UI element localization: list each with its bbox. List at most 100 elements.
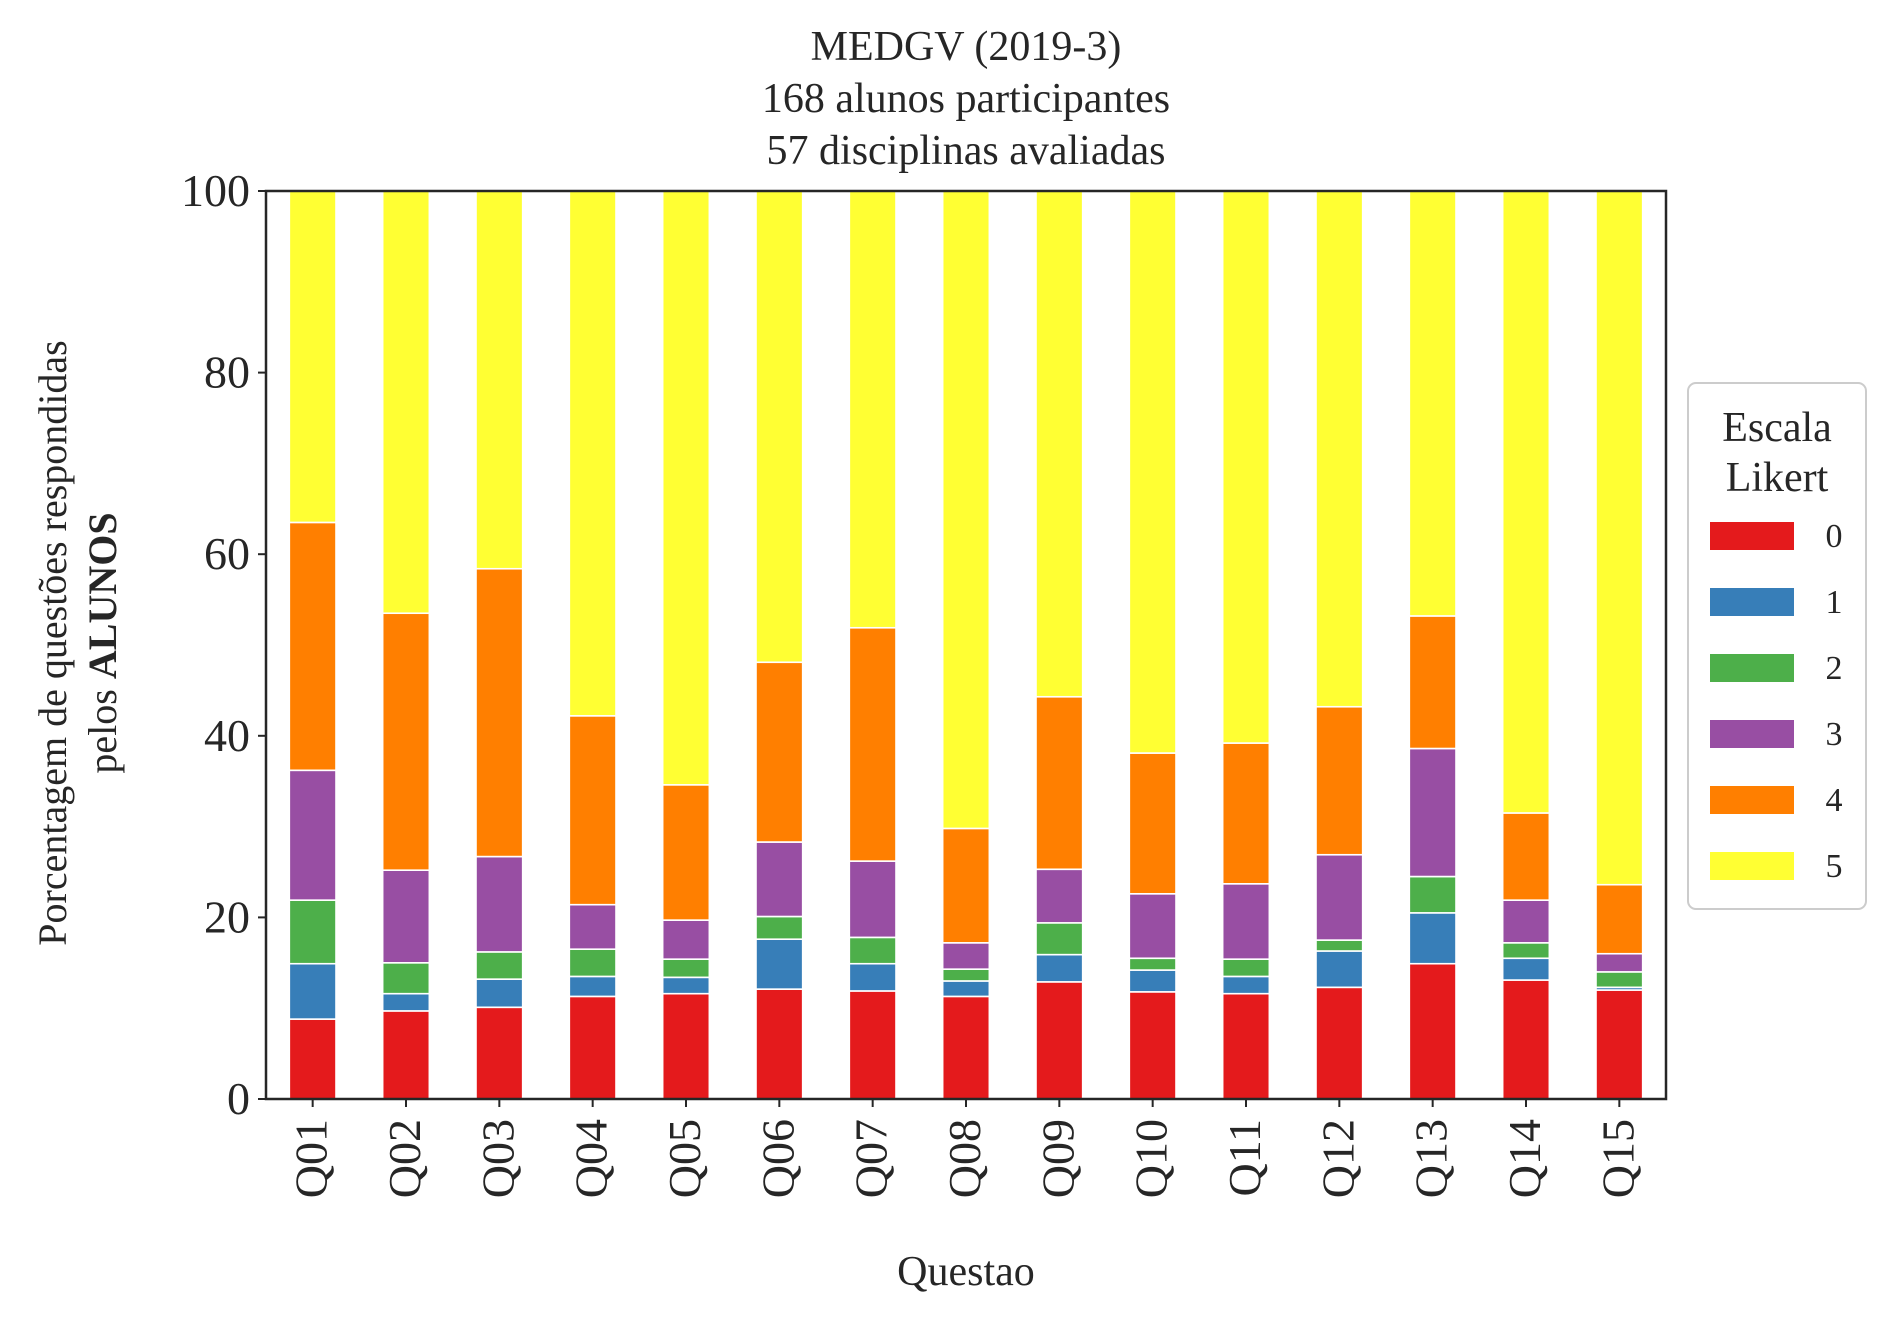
bar-q10-level-3 <box>1128 892 1177 960</box>
x-tick-label-q10: Q10 <box>1126 1119 1177 1198</box>
legend-swatch-0 <box>1710 522 1794 550</box>
bar-q14-level-4 <box>1501 812 1551 901</box>
bar-q03-level-2 <box>475 951 524 980</box>
bar-q13-level-0 <box>1408 962 1457 1100</box>
bar-q05-level-2 <box>661 958 711 979</box>
bar-q15-level-0 <box>1595 989 1644 1100</box>
bar-q02-level-4 <box>381 612 431 871</box>
bar-q14-level-1 <box>1501 957 1551 981</box>
x-tick-label-q12: Q12 <box>1312 1119 1363 1198</box>
bar-q12-level-0 <box>1315 986 1364 1100</box>
x-tick-label-q11: Q11 <box>1219 1119 1270 1197</box>
x-tick-label-q01: Q01 <box>286 1119 337 1198</box>
plot-frame <box>264 189 1668 1101</box>
legend-label-4: 4 <box>1826 782 1843 819</box>
bar-q01-level-3 <box>288 769 337 901</box>
legend-swatch-1 <box>1710 588 1794 616</box>
bar-q11-level-4 <box>1221 742 1271 885</box>
bar-q11-level-2 <box>1221 958 1271 978</box>
legend-label-0: 0 <box>1826 518 1843 555</box>
bar-q14-level-0 <box>1501 979 1551 1100</box>
y-tick-label-20: 20 <box>204 891 250 942</box>
bar-q13-level-1 <box>1408 912 1457 965</box>
chart-title-line-2: 168 alunos participantes <box>762 76 1170 122</box>
bar-q07-level-1 <box>848 962 897 992</box>
bar-q03-level-1 <box>475 978 524 1009</box>
bar-q06-level-5 <box>755 190 804 664</box>
x-tick-label-q04: Q04 <box>566 1119 617 1198</box>
bar-q09-level-0 <box>1035 981 1084 1100</box>
bar-q03-level-5 <box>475 190 524 570</box>
legend-label-5: 5 <box>1826 848 1843 885</box>
bar-q15-level-2 <box>1595 971 1644 989</box>
bar-q10-level-1 <box>1128 969 1177 993</box>
bar-q05-level-0 <box>661 992 711 1100</box>
bar-q09-level-4 <box>1035 695 1084 871</box>
bar-q11-level-0 <box>1221 992 1271 1100</box>
legend-title-line-1: Escala <box>1722 405 1832 451</box>
bar-q04-level-0 <box>568 995 617 1100</box>
legend-label-2: 2 <box>1826 650 1843 687</box>
bar-q06-level-1 <box>755 938 804 990</box>
bar-q07-level-2 <box>848 936 897 965</box>
legend-label-1: 1 <box>1826 584 1843 621</box>
bar-q02-level-1 <box>381 992 431 1012</box>
bar-q11-level-3 <box>1221 882 1271 960</box>
y-tick-label-0: 0 <box>227 1073 250 1124</box>
bar-q03-level-4 <box>475 567 524 858</box>
bar-q12-level-4 <box>1315 705 1364 856</box>
x-axis-label: Questao <box>897 1249 1035 1295</box>
bar-q15-level-5 <box>1595 190 1644 886</box>
bar-q13-level-3 <box>1408 747 1457 878</box>
y-axis-label-line-1: Porcentagem de questões respondidas <box>30 340 75 945</box>
bar-q08-level-1 <box>941 980 991 998</box>
bar-q08-level-4 <box>941 827 991 944</box>
y-tick-label-60: 60 <box>204 528 250 579</box>
y-tick-label-100: 100 <box>181 165 250 216</box>
bar-q01-level-1 <box>288 962 337 1020</box>
bar-q12-level-1 <box>1315 950 1364 989</box>
bar-q14-level-3 <box>1501 899 1551 944</box>
bar-q12-level-2 <box>1315 939 1364 952</box>
bar-q11-level-5 <box>1221 190 1271 744</box>
bar-q15-level-3 <box>1595 952 1644 973</box>
plot-area: Q01 Q02 Q03 Q04 Q05 Q06 Q07 Q08 Q09 Q10 Q11 Q12 Q13 Q… <box>181 165 1668 1198</box>
bar-q12-level-5 <box>1315 190 1364 708</box>
x-tick-label-q13: Q13 <box>1406 1119 1457 1198</box>
bar-q10-level-0 <box>1128 991 1177 1100</box>
bar-q07-level-0 <box>848 990 897 1100</box>
bar-q07-level-3 <box>848 860 897 939</box>
legend-box <box>1687 382 1867 910</box>
y-axis-label-bold: ALUNOS <box>80 512 125 679</box>
bar-q01-level-4 <box>288 521 337 772</box>
bar-q09-level-3 <box>1035 868 1084 924</box>
x-tick-label-q06: Q06 <box>752 1119 803 1198</box>
bar-q02-level-2 <box>381 961 431 995</box>
legend-swatch-5 <box>1710 852 1794 880</box>
bar-q09-level-1 <box>1035 953 1084 983</box>
bar-q09-level-2 <box>1035 922 1084 956</box>
bar-q03-level-0 <box>475 1006 524 1100</box>
bar-q14-level-2 <box>1501 942 1551 960</box>
x-tick-label-q08: Q08 <box>939 1119 990 1198</box>
bar-q01-level-0 <box>288 1018 337 1100</box>
legend-swatch-2 <box>1710 654 1794 682</box>
x-tick-label-q15: Q15 <box>1592 1119 1643 1198</box>
bar-q05-level-1 <box>661 976 711 995</box>
chart-title-line-3: 57 disciplinas avaliadas <box>767 128 1166 174</box>
bar-q02-level-5 <box>381 190 431 615</box>
bar-q07-level-4 <box>848 626 897 862</box>
bar-q08-level-2 <box>941 968 991 982</box>
bar-q12-level-3 <box>1315 853 1364 941</box>
bar-q07-level-5 <box>848 190 897 629</box>
x-tick-label-q05: Q05 <box>659 1119 710 1198</box>
bar-q10-level-5 <box>1128 190 1177 754</box>
x-tick-label-q07: Q07 <box>846 1119 897 1198</box>
bar-q01-level-5 <box>288 190 337 524</box>
bar-q04-level-4 <box>568 715 617 906</box>
bar-q05-level-4 <box>661 784 711 921</box>
bar-q13-level-2 <box>1408 875 1457 914</box>
bar-q08-level-0 <box>941 995 991 1100</box>
